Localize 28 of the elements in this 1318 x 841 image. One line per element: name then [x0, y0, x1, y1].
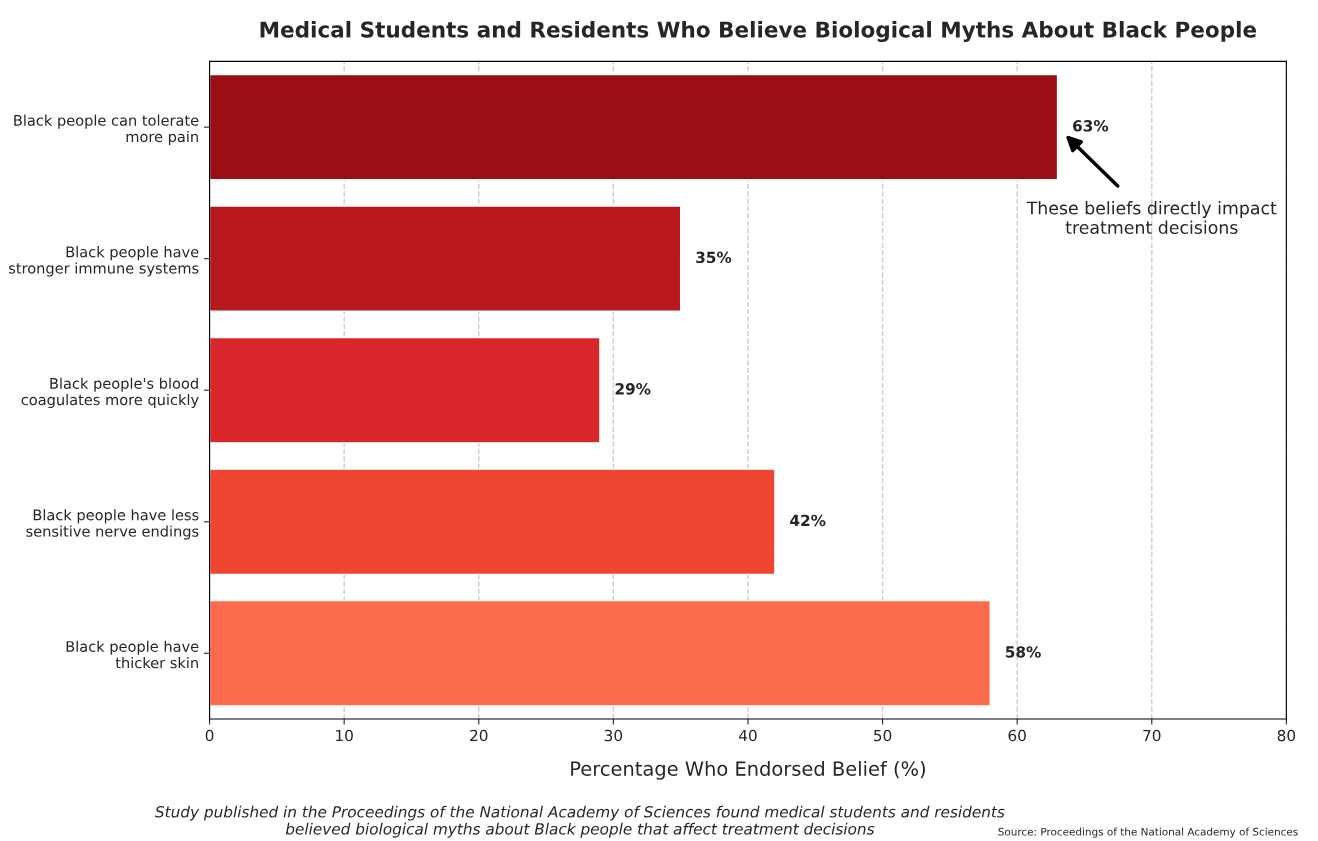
- data-label: 29%: [615, 383, 651, 395]
- chart-title: Medical Students and Residents Who Believe Biological Myths About Black People: [260, 21, 1257, 43]
- x-tick-label: 60: [1008, 729, 1026, 742]
- data-label: 42%: [790, 514, 826, 527]
- bar: [209, 205, 682, 312]
- data-label: 35%: [696, 251, 732, 264]
- x-tick-label: 10: [336, 729, 353, 742]
- y-tick-label: Black people's blood coagulates more quickly: [21, 377, 199, 409]
- source-note: Source: Proceedings of the National Academy of Sciences: [998, 827, 1298, 838]
- x-tick-label: 70: [1143, 729, 1161, 742]
- bar: [209, 73, 1059, 181]
- bar: [209, 599, 991, 707]
- x-tick-label: 0: [205, 729, 214, 742]
- data-label: 63%: [1073, 120, 1109, 132]
- bar: [209, 468, 776, 576]
- x-tick-label: 80: [1277, 729, 1296, 742]
- x-tick-label: 30: [604, 729, 623, 742]
- x-tick-label: 40: [738, 729, 757, 742]
- data-label: 58%: [1005, 646, 1041, 658]
- annotation: These beliefs directly impact treatment decisions: [1026, 201, 1277, 234]
- x-axis-title: Percentage Who Endorsed Belief (%): [571, 760, 925, 780]
- y-tick-label: Black people can tolerate more pain: [14, 114, 199, 146]
- y-tick-label: Black people have thicker skin: [66, 640, 199, 669]
- y-tick-label: Black people have less sensitive nerve endings: [26, 509, 199, 540]
- y-tick-label: Black people have stronger immune systems: [9, 246, 199, 277]
- x-tick-label: 20: [470, 729, 488, 742]
- x-tick-label: 50: [874, 729, 892, 742]
- bar: [209, 336, 601, 444]
